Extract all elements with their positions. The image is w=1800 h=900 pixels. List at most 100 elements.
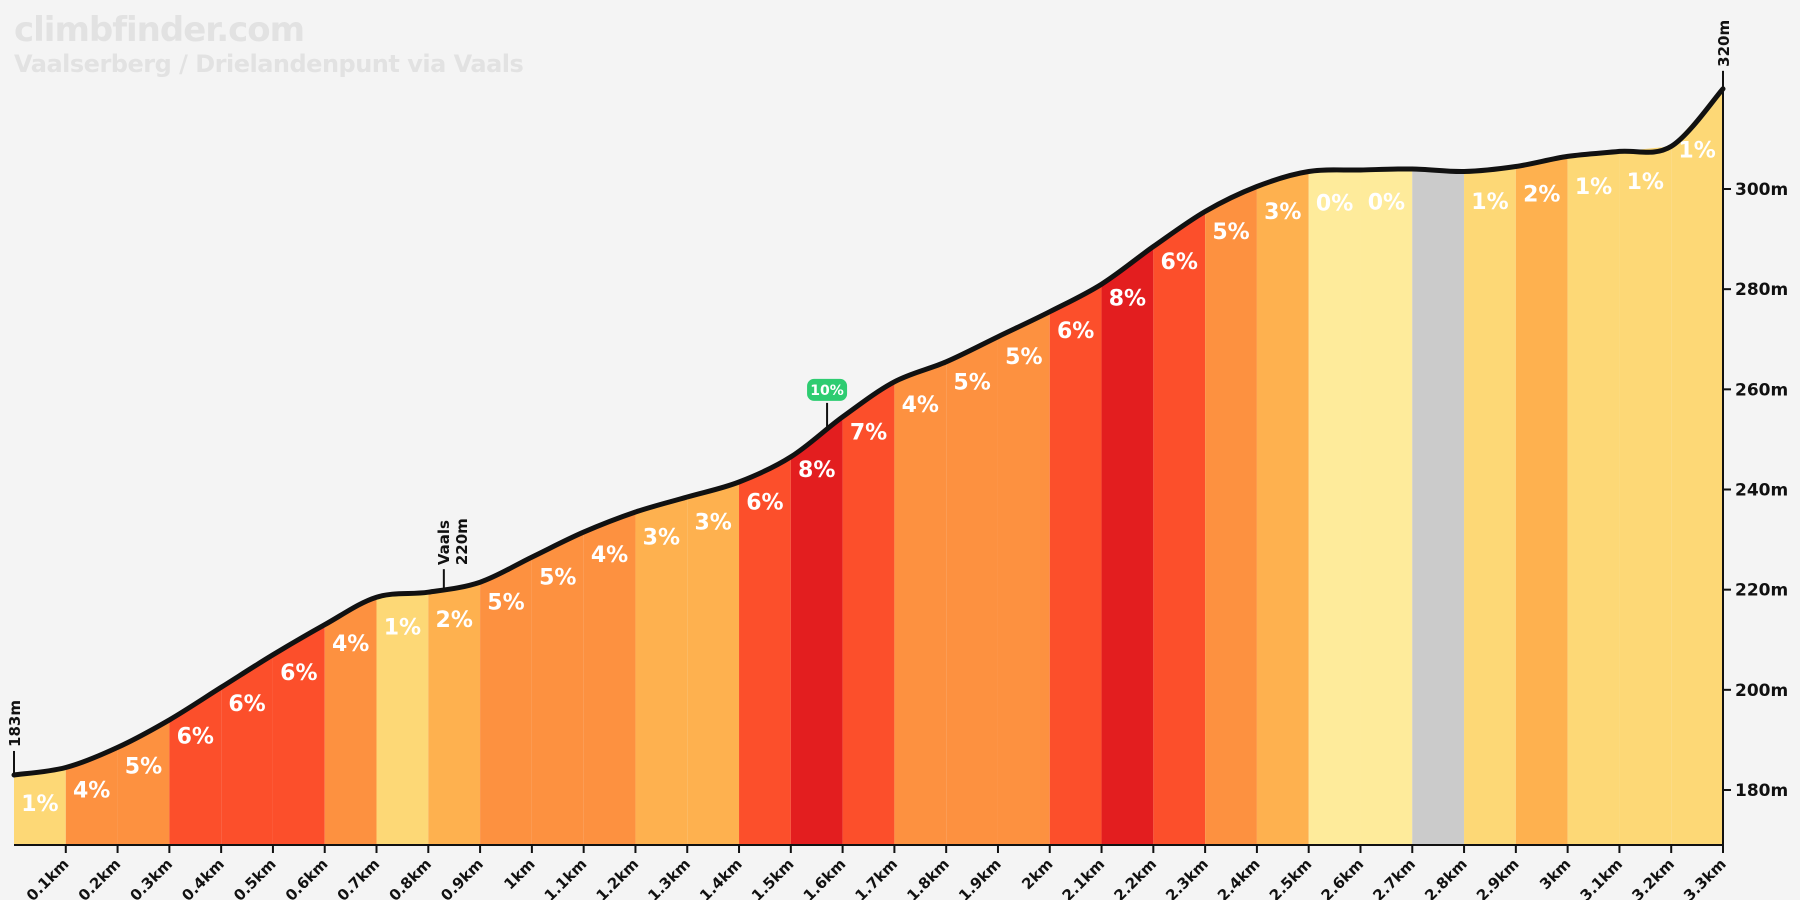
- gradient-label-29: 1%: [1471, 190, 1508, 215]
- gradient-segment-12: [583, 512, 636, 845]
- y-tick-label: 220m: [1735, 581, 1788, 601]
- gradient-segment-29: [1464, 166, 1516, 845]
- x-tick-label: 1.5km: [748, 855, 798, 900]
- gradient-label-12: 4%: [591, 543, 628, 568]
- gradient-segment-23: [1153, 211, 1206, 846]
- gradient-segment-24: [1205, 186, 1257, 845]
- x-tick-label: 0.6km: [282, 855, 332, 900]
- gradient-label-13: 3%: [643, 526, 680, 551]
- gradient-segment-18: [894, 361, 947, 845]
- gradient-label-22: 8%: [1109, 286, 1146, 311]
- gradient-segment-27: [1360, 168, 1413, 845]
- x-tick-label: 2.5km: [1266, 855, 1316, 900]
- gradient-segment-9: [428, 582, 481, 845]
- gradient-label-18: 4%: [902, 393, 939, 418]
- x-tick-label: 0.7km: [334, 855, 384, 900]
- gradient-label-32: 1%: [1627, 170, 1664, 195]
- y-tick-label: 180m: [1735, 781, 1788, 801]
- gradient-segment-14: [687, 481, 740, 845]
- gradient-segment-3: [117, 719, 170, 845]
- x-tick-label: 0.2km: [75, 855, 125, 900]
- gradient-segment-21: [1049, 284, 1102, 845]
- gradient-segment-6: [272, 624, 325, 845]
- gradient-label-16: 8%: [798, 458, 835, 483]
- gradient-segment-11: [531, 532, 584, 845]
- elevation-profile-line: [11, 86, 1726, 778]
- end-elevation-label: 320m: [1715, 20, 1733, 67]
- x-tick-label: 2.2km: [1110, 855, 1160, 900]
- gradient-segment-16: [790, 416, 843, 845]
- x-tick-label: 2.3km: [1162, 855, 1212, 900]
- gradient-segment-7: [324, 597, 377, 845]
- gradient-segment-19: [946, 336, 998, 845]
- gradient-segment-32: [1619, 146, 1672, 845]
- y-tick-label: 240m: [1735, 481, 1788, 501]
- max-gradient-badge: [807, 378, 848, 401]
- x-tick-label: 2.8km: [1421, 855, 1471, 900]
- x-tick-label: 0.4km: [178, 855, 228, 900]
- gradient-segment-2: [65, 747, 118, 845]
- gradient-segment-22: [1101, 246, 1154, 846]
- gradient-label-26: 0%: [1316, 192, 1353, 217]
- gradient-segment-1: [14, 767, 66, 845]
- x-tick-label: 1.4km: [696, 855, 746, 900]
- gradient-label-4: 6%: [177, 725, 214, 750]
- gradient-segment-13: [635, 497, 688, 845]
- x-tick-label: 2.1km: [1059, 855, 1109, 900]
- x-tick-label: 1.3km: [644, 855, 694, 900]
- x-tick-label: 2.9km: [1473, 855, 1523, 900]
- gradient-label-6: 6%: [280, 661, 317, 686]
- x-tick-label: 0.1km: [23, 855, 73, 900]
- gradient-label-2: 4%: [73, 778, 110, 803]
- x-tick-label: 3km: [1536, 855, 1574, 893]
- x-tick-label: 3.3km: [1680, 855, 1730, 900]
- gradient-segment-4: [169, 687, 222, 845]
- x-tick-label: 3.2km: [1628, 855, 1678, 900]
- gradient-label-9: 2%: [436, 608, 473, 633]
- gradient-label-20: 5%: [1005, 345, 1042, 370]
- gradient-label-14: 3%: [694, 511, 731, 536]
- gradient-label-17: 7%: [850, 420, 887, 445]
- waypoint-name: Vaals: [435, 520, 453, 565]
- gradient-segments: [14, 88, 1723, 846]
- x-tick-label: 2.6km: [1318, 855, 1368, 900]
- y-tick-label: 300m: [1735, 180, 1788, 200]
- gradient-label-11: 5%: [539, 566, 576, 591]
- x-tick-label: 0.3km: [126, 855, 176, 900]
- gradient-segment-15: [739, 456, 791, 845]
- gradient-label-10: 5%: [487, 591, 524, 616]
- x-tick-label: 1.6km: [800, 855, 850, 900]
- x-tick-label: 0.8km: [385, 855, 435, 900]
- x-tick-label: 2.7km: [1369, 855, 1419, 900]
- x-tick-label: 2km: [1018, 855, 1056, 893]
- climb-title: Vaalserberg / Drielandenpunt via Vaals: [14, 50, 524, 78]
- gradient-label-31: 1%: [1575, 175, 1612, 200]
- gradient-label-30: 2%: [1523, 182, 1560, 207]
- brand-logo-text: climbfinder.com: [14, 10, 305, 50]
- gradient-label-5: 6%: [228, 692, 265, 717]
- gradient-segment-17: [842, 381, 895, 845]
- gradient-labels: 1% 4% 5% 6% 6% 6% 4% 1% 2% 5% 5% 4% 3% 3% 6% 8% 7% 4% 5% 5%…: [21, 139, 1716, 818]
- x-tick-label: 1.9km: [955, 855, 1005, 900]
- y-tick-label: 280m: [1735, 280, 1788, 300]
- gradient-label-33: 1%: [1678, 139, 1715, 164]
- x-tick-label: 1.8km: [903, 855, 953, 900]
- gradient-label-21: 6%: [1057, 319, 1094, 344]
- x-tick-label: 1.7km: [852, 855, 902, 900]
- x-tick-label: 0.9km: [437, 855, 487, 900]
- x-tick-label: 1km: [500, 855, 538, 893]
- gradient-label-7: 4%: [332, 632, 369, 657]
- gradient-segment-25: [1256, 171, 1309, 846]
- gradient-label-25: 3%: [1264, 200, 1301, 225]
- gradient-segment-33: [1671, 88, 1723, 846]
- x-tick-label: 2.4km: [1214, 855, 1264, 900]
- x-tick-label: 3.1km: [1577, 855, 1627, 900]
- gradient-segment-31: [1567, 151, 1620, 845]
- gradient-label-8: 1%: [384, 616, 421, 641]
- x-tick-label: 0.5km: [230, 855, 280, 900]
- gradient-label-19: 5%: [953, 370, 990, 395]
- gradient-segment-5: [221, 654, 273, 845]
- gradient-label-24: 5%: [1212, 220, 1249, 245]
